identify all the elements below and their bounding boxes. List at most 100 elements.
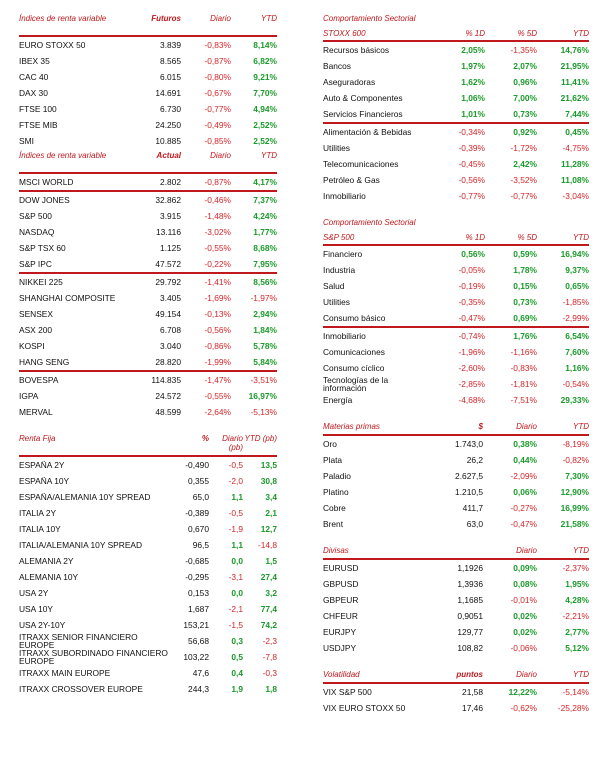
cell-daily: -1,69% (204, 293, 231, 303)
cell-ytd: 21,58% (560, 519, 589, 529)
header-5d: % 5D (517, 28, 537, 38)
table-row: ITRAXX MAIN EUROPE 47,6 0,4 -0,3 (19, 665, 277, 681)
cell-name: GBPUSD (323, 579, 359, 589)
cell-name: HANG SENG (19, 357, 70, 367)
table-row: MERVAL 48.599 -2,64% -5,13% (19, 404, 277, 420)
cell-ytd: 7,70% (253, 88, 277, 98)
cell-d1: -1,96% (458, 347, 485, 357)
header-name: Materias primas (323, 422, 380, 431)
cell-daily: 1,9 (231, 684, 243, 694)
cell-value: 3.915 (160, 211, 181, 221)
table-header: Renta Fija% Diario (pb) YTD (pb) (19, 432, 277, 457)
header-actual: Actual (156, 151, 181, 160)
cell-ytd: 5,84% (253, 357, 277, 367)
cell-value: 1,1926 (457, 563, 483, 573)
cell-d5: 0,69% (513, 313, 537, 323)
cell-name: Comunicaciones (323, 347, 385, 357)
commodities-table: Materias primas $ Diario YTD Oro 1.743,0 0,38%… (323, 420, 589, 532)
cell-value: 48.599 (155, 407, 181, 417)
cell-ytd: -5,14% (562, 687, 589, 697)
cell-name: ITALIA/ALEMANIA 10Y SPREAD (19, 540, 143, 550)
cell-ytd: 4,28% (565, 595, 589, 605)
section-title: Comportamiento Sectorial (323, 14, 416, 23)
table-row: NIKKEI 225 29.792 -1,41% 8,56% (19, 272, 277, 290)
cell-value: 0,355 (188, 476, 209, 486)
cell-value: 3.405 (160, 293, 181, 303)
table-row: Petróleo & Gas -0,56% -3,52% 11,08% (323, 172, 589, 188)
cell-daily: 0,4 (231, 668, 243, 678)
table-row: ALEMANIA 2Y -0,685 0,0 1,5 (19, 553, 277, 569)
header-usd: $ (478, 422, 483, 431)
cell-daily: -2,09% (510, 471, 537, 481)
cell-name: NIKKEI 225 (19, 277, 63, 287)
table-row: Telecomunicaciones -0,45% 2,42% 11,28% (323, 156, 589, 172)
cell-name: IBEX 35 (19, 56, 50, 66)
table-header: Índices de renta variable Futuros Diario YT… (19, 12, 277, 37)
cell-value: 3.040 (160, 341, 181, 351)
cell-ytd: 11,08% (561, 175, 589, 185)
header-ytd: YTD (261, 151, 277, 160)
cell-daily: -0,27% (510, 503, 537, 513)
table-row: EURJPY 129,77 0,02% 2,77% (323, 624, 589, 640)
table-row: S&P IPC 47.572 -0,22% 7,95% (19, 256, 277, 272)
table-row: Tecnologías de la información -2,85% -1,81… (323, 376, 589, 392)
cell-ytd: -2,3 (262, 636, 277, 646)
header-diario: Diario (210, 151, 231, 160)
stoxx600-sector-table: Comportamiento Sectorial STOXX 600 % 1D % 5… (323, 12, 589, 204)
cell-ytd: -0,54% (562, 379, 589, 389)
header-1d: % 1D (465, 232, 485, 242)
cell-value: 1,1685 (457, 595, 483, 605)
cell-name: ESPAÑA 2Y (19, 460, 65, 470)
cell-daily: -0,55% (204, 243, 231, 253)
cell-name: Financiero (323, 249, 363, 259)
table-row: ITALIA/ALEMANIA 10Y SPREAD 96,5 1,1 -14,8 (19, 537, 277, 553)
cell-name: SMI (19, 136, 34, 146)
cell-value: 103,22 (183, 652, 209, 662)
cell-name: DAX 30 (19, 88, 48, 98)
cell-d1: -0,35% (458, 297, 485, 307)
cell-value: 244,3 (188, 684, 209, 694)
cell-ytd: -5,13% (250, 407, 277, 417)
table-row: Auto & Componentes 1,06% 7,00% 21,62% (323, 90, 589, 106)
table-row: IBEX 35 8.565 -0,87% 6,82% (19, 53, 277, 69)
cell-d1: -0,74% (458, 331, 485, 341)
cell-value: 63,0 (466, 519, 483, 529)
cell-d1: -4,68% (458, 395, 485, 405)
cell-daily: -0,47% (510, 519, 537, 529)
cell-daily: -0,85% (204, 136, 231, 146)
cell-ytd: -2,99% (562, 313, 589, 323)
cell-name: FTSE MIB (19, 120, 58, 130)
table-header: Materias primas $ Diario YTD (323, 420, 589, 436)
cell-d5: -1,35% (510, 45, 537, 55)
header-puntos: puntos (456, 670, 483, 679)
cell-value: 49.154 (155, 309, 181, 319)
cell-ytd: 21,95% (560, 61, 589, 71)
header-diario: Diario (pb) (222, 434, 243, 452)
cell-name: ITRAXX CROSSOVER EUROPE (19, 684, 143, 694)
cell-name: Telecomunicaciones (323, 159, 399, 169)
cell-daily: 0,44% (513, 455, 537, 465)
header-ytd: YTD (261, 14, 277, 23)
cell-name: CHFEUR (323, 611, 358, 621)
header-blank (419, 544, 483, 546)
cell-name: Utilities (323, 143, 350, 153)
cell-name: Alimentación & Bebidas (323, 127, 412, 137)
cell-value: 1.210,5 (455, 487, 483, 497)
cell-d1: -0,19% (458, 281, 485, 291)
table-row: Cobre 411,7 -0,27% 16,99% (323, 500, 589, 516)
table-row: Aseguradoras 1,62% 0,96% 11,41% (323, 74, 589, 90)
table-row: Energía -4,68% -7,51% 29,33% (323, 392, 589, 408)
cell-ytd: 16,94% (560, 249, 589, 259)
cell-name: S&P TSX 60 (19, 243, 66, 253)
table-row: Alimentación & Bebidas -0,34% 0,92% 0,45% (323, 122, 589, 140)
cell-d5: 1,76% (513, 331, 537, 341)
cell-value: 21,58 (462, 687, 483, 697)
table-row: S&P 500 3.915 -1,48% 4,24% (19, 208, 277, 224)
cell-daily: 0,02% (513, 627, 537, 637)
cell-daily: -1,5 (228, 620, 243, 630)
cell-ytd: 6,82% (253, 56, 277, 66)
cell-value: 2.627,5 (455, 471, 483, 481)
cell-daily: -0,77% (204, 104, 231, 114)
header-ytd: YTD (573, 232, 589, 242)
cell-daily: -0,62% (510, 703, 537, 713)
